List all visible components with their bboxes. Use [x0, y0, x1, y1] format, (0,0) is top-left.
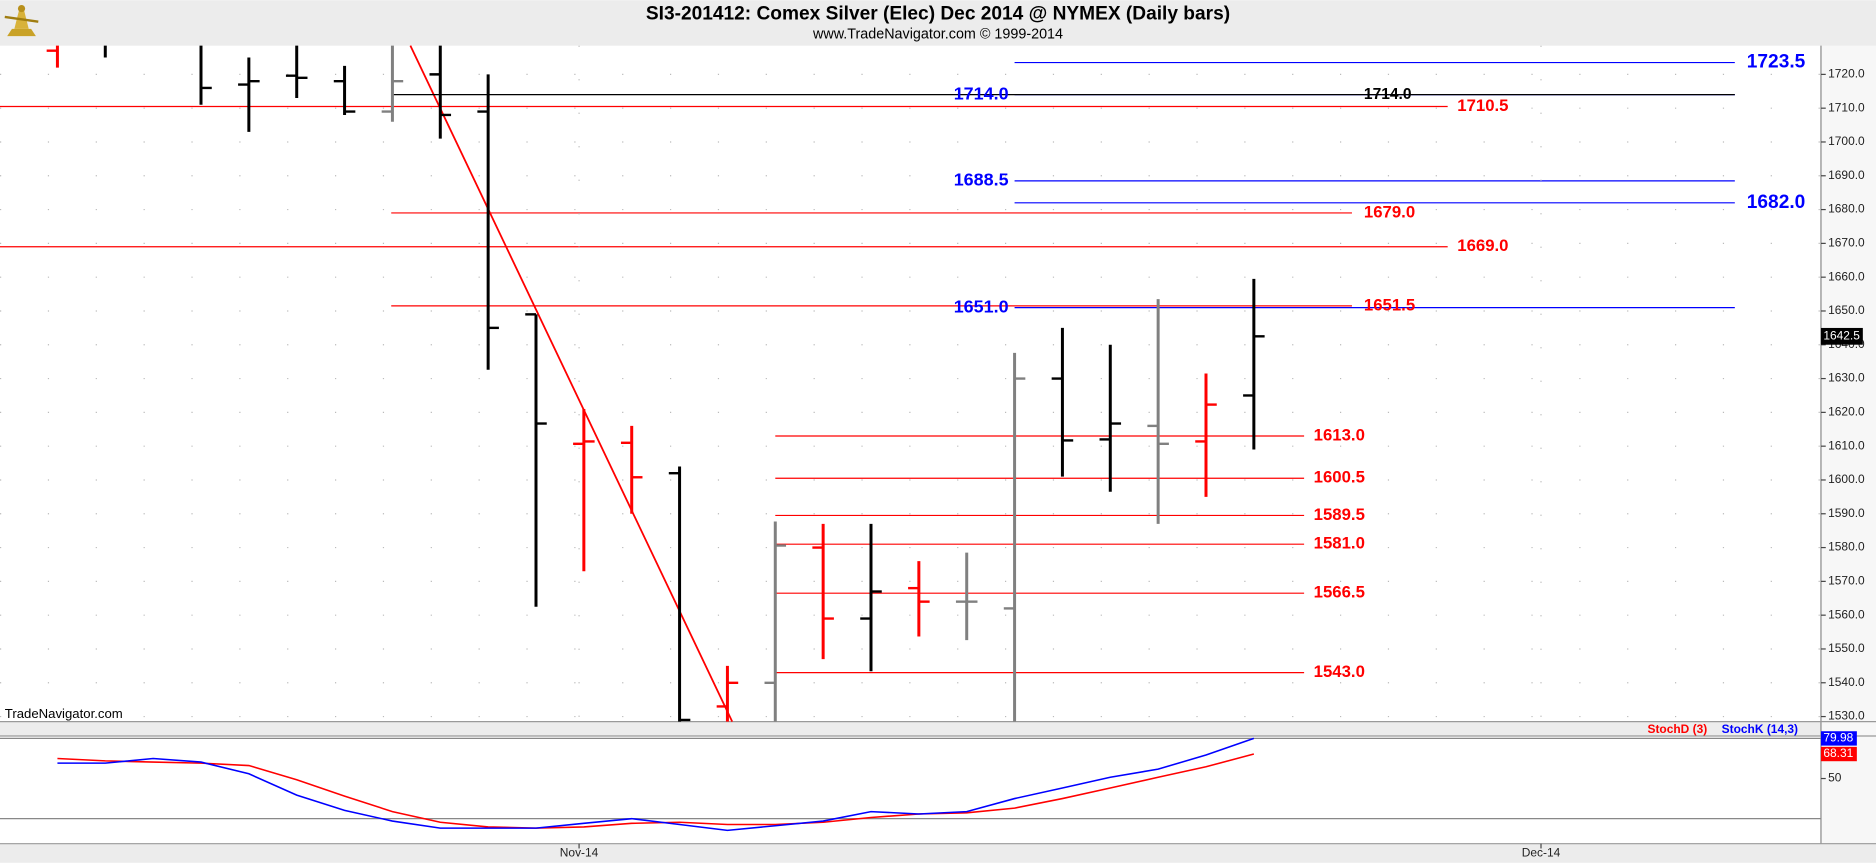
last-price-label: 1642.5	[1823, 328, 1860, 342]
y-tick-label: 1570.0	[1828, 574, 1865, 588]
y-tick-label: 1660.0	[1828, 269, 1865, 283]
chart-subtitle: www.TradeNavigator.com © 1999-2014	[812, 27, 1063, 43]
y-tick-label: 1710.0	[1828, 100, 1865, 114]
x-tick-label: Dec-14	[1522, 845, 1561, 859]
y-tick-label: 1610.0	[1828, 438, 1865, 452]
y-tick-label: 1690.0	[1828, 168, 1865, 182]
level-label: 1714.0	[954, 83, 1009, 103]
y-tick-label: 1530.0	[1828, 709, 1865, 723]
stoch-plot	[0, 737, 1821, 832]
level-label: 1600.5	[1314, 468, 1365, 487]
y-tick-label: 1630.0	[1828, 371, 1865, 385]
y-tick-label: 1590.0	[1828, 506, 1865, 520]
y-tick-label: 1620.0	[1828, 405, 1865, 419]
stoch-panel	[0, 735, 1821, 844]
level-label: 1714.0	[1364, 86, 1412, 103]
legend-entry: StochD (3)	[1647, 722, 1707, 736]
level-label: 1710.5	[1457, 96, 1508, 115]
level-label: 1679.0	[1364, 202, 1415, 221]
stoch-line	[57, 737, 1255, 832]
level-label: 1682.0	[1747, 192, 1805, 213]
level-label: 1688.5	[954, 170, 1009, 190]
level-label: 1589.5	[1314, 505, 1365, 524]
level-label: 1613.0	[1314, 425, 1365, 444]
level-label: 1669.0	[1457, 236, 1508, 255]
level-label: 1651.0	[954, 296, 1009, 316]
y-tick-label: 1560.0	[1828, 607, 1865, 621]
last-value-label: 79.98	[1823, 731, 1853, 745]
y-tick-label: 1650.0	[1828, 303, 1865, 317]
right-axis	[1820, 45, 1876, 844]
y-tick-label: 1540.0	[1828, 675, 1865, 689]
level-label: 1566.5	[1314, 583, 1365, 602]
watermark: TradeNavigator.com	[5, 706, 123, 721]
chart-title: SI3-201412: Comex Silver (Elec) Dec 2014…	[646, 4, 1230, 25]
y-tick-label: 1700.0	[1828, 134, 1865, 148]
level-label: 1543.0	[1314, 662, 1365, 681]
y-tick-label: 1600.0	[1828, 472, 1865, 486]
stoch-line	[57, 753, 1255, 829]
last-value-box	[1820, 731, 1857, 746]
price-panel	[0, 45, 1821, 722]
x-tick-label: Nov-14	[560, 845, 599, 859]
y-tick-label: 1550.0	[1828, 641, 1865, 655]
price-plot	[0, 45, 1821, 722]
overlay: 1530.0 1540.0 1550.0 1560.0 1570.0 1580.0 1590…	[560, 52, 1865, 860]
y-tick-label: 1680.0	[1828, 202, 1865, 216]
logo	[4, 4, 39, 37]
y-tick-label: 1670.0	[1828, 236, 1865, 250]
level-label: 1651.5	[1364, 295, 1415, 314]
level-label: 1581.0	[1314, 534, 1365, 553]
last-price-box	[1820, 327, 1863, 345]
y-tick-label: 1580.0	[1828, 540, 1865, 554]
last-value-label: 68.31	[1823, 746, 1853, 760]
last-value-box	[1820, 746, 1857, 762]
y-tick-label: 50	[1828, 771, 1842, 785]
legend-entry: StochK (14,3)	[1722, 722, 1798, 736]
y-tick-label: 1720.0	[1828, 67, 1865, 81]
level-label: 1723.5	[1747, 52, 1806, 73]
